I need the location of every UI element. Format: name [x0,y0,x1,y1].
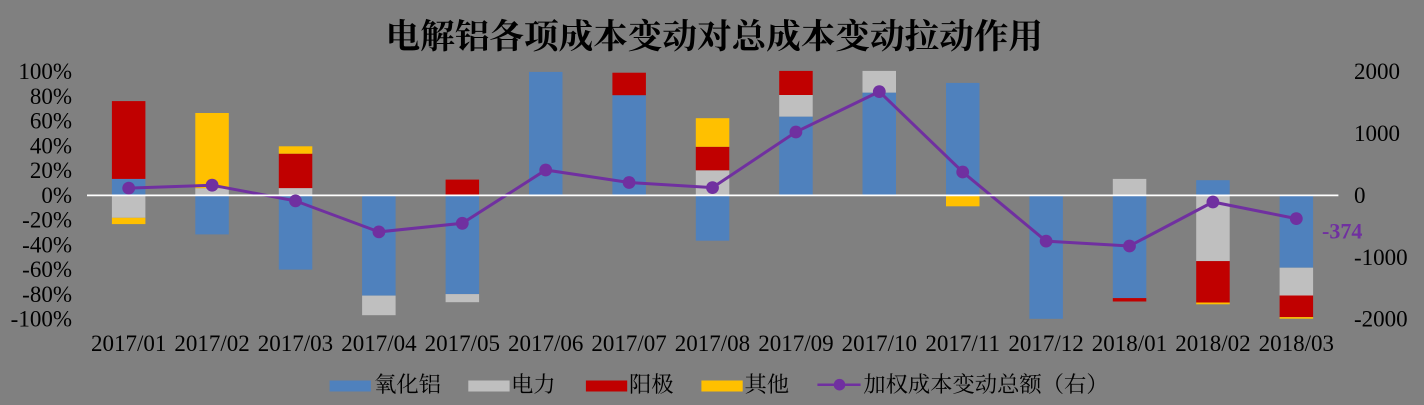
svg-text:2018/03: 2018/03 [1259,331,1334,356]
svg-text:-100%: -100% [11,307,72,332]
svg-text:2017/02: 2017/02 [174,331,249,356]
svg-text:-374: -374 [1322,219,1362,244]
svg-text:2018/02: 2018/02 [1175,331,1250,356]
svg-text:20%: 20% [30,158,72,183]
svg-text:2017/05: 2017/05 [425,331,500,356]
svg-text:2017/04: 2017/04 [341,331,417,356]
svg-text:2018/01: 2018/01 [1092,331,1167,356]
svg-text:100%: 100% [18,59,72,84]
svg-text:0: 0 [1354,183,1366,208]
svg-text:-40%: -40% [22,232,72,257]
svg-text:2017/10: 2017/10 [842,331,917,356]
svg-text:2017/09: 2017/09 [758,331,833,356]
svg-text:2000: 2000 [1354,59,1400,84]
svg-text:-80%: -80% [22,282,72,307]
svg-text:0%: 0% [41,183,72,208]
svg-text:40%: 40% [30,133,72,158]
svg-text:2017/01: 2017/01 [91,331,166,356]
svg-text:-2000: -2000 [1354,307,1408,332]
svg-text:2017/07: 2017/07 [591,331,666,356]
svg-text:2017/08: 2017/08 [675,331,750,356]
svg-text:-60%: -60% [22,257,72,282]
svg-text:80%: 80% [30,84,72,109]
svg-text:2017/12: 2017/12 [1008,331,1083,356]
svg-text:-1000: -1000 [1354,245,1408,270]
svg-text:2017/11: 2017/11 [925,331,1000,356]
svg-text:2017/06: 2017/06 [508,331,583,356]
svg-text:-20%: -20% [22,208,72,233]
svg-text:1000: 1000 [1354,121,1400,146]
svg-text:2017/03: 2017/03 [258,331,333,356]
svg-text:60%: 60% [30,109,72,134]
